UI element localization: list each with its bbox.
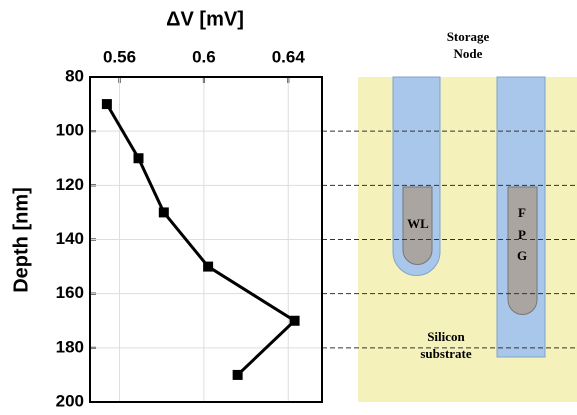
fpg-label: G: [517, 248, 527, 263]
marker: [233, 370, 243, 380]
substrate-label: Silicon: [427, 329, 465, 344]
x-tick-label: 0.6: [192, 47, 216, 66]
x-tick-label: 0.56: [103, 47, 136, 66]
marker: [159, 207, 169, 217]
y-tick-label: 80: [65, 66, 84, 85]
y-tick-label: 200: [56, 391, 84, 410]
figure: Storage Node WL F P G Silicon substrate …: [0, 0, 577, 410]
x-axis-title: ΔV [mV]: [166, 8, 244, 30]
fpg-label: F: [518, 205, 526, 220]
x-tick-label: 0.64: [272, 47, 306, 66]
marker: [290, 316, 300, 326]
y-tick-label: 160: [56, 283, 84, 302]
y-tick-label: 140: [56, 229, 84, 248]
y-axis-title: Depth [nm]: [10, 187, 32, 293]
y-tick-label: 100: [56, 121, 84, 140]
y-tick-label: 120: [56, 175, 84, 194]
storage-label: Storage: [447, 29, 490, 44]
marker: [134, 153, 144, 163]
marker: [102, 99, 112, 109]
storage-label: Node: [454, 46, 483, 61]
marker: [203, 262, 213, 272]
wl-label: WL: [407, 216, 429, 231]
y-tick-label: 180: [56, 337, 84, 356]
